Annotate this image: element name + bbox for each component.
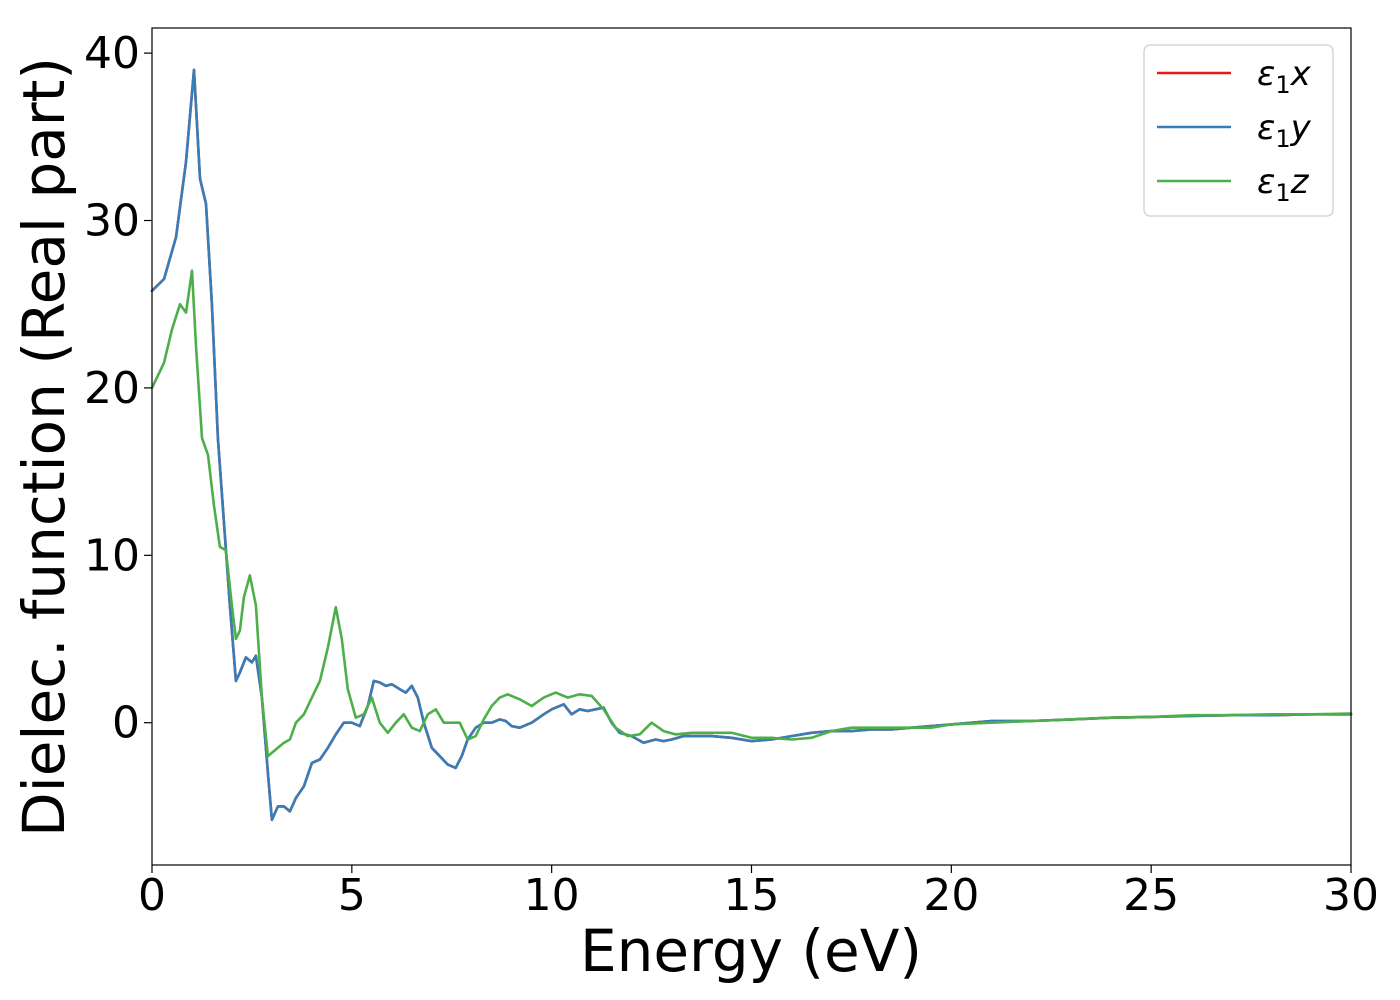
legend-label: ε1z xyxy=(1257,162,1310,207)
x-tick-label: 20 xyxy=(923,870,979,921)
x-tick-label: 15 xyxy=(724,870,780,921)
legend-label: ε1y xyxy=(1257,108,1312,153)
series-line-3 xyxy=(150,269,1353,758)
series-layer xyxy=(150,68,1353,822)
x-tick-label: 25 xyxy=(1123,870,1179,921)
y-axis-label: Dielec. function (Real part) xyxy=(10,57,78,837)
x-tick-label: 0 xyxy=(138,870,166,921)
y-tick-label: 30 xyxy=(84,196,140,247)
y-tick-label: 0 xyxy=(112,698,140,749)
legend: ε1x ε1y ε1z xyxy=(1143,44,1334,217)
y-tick-label: 10 xyxy=(84,530,140,581)
legend-label: ε1x xyxy=(1257,54,1312,99)
x-tick-label: 30 xyxy=(1323,870,1379,921)
y-tick-label: 40 xyxy=(84,28,140,79)
y-tick-label: 20 xyxy=(84,363,140,414)
x-tick-label: 10 xyxy=(524,870,580,921)
x-axis-ticks: 0 5 10 15 20 25 30 xyxy=(138,865,1379,921)
x-axis-label: Energy (eV) xyxy=(580,917,922,985)
x-tick-label: 5 xyxy=(338,870,366,921)
legend-frame xyxy=(1143,44,1334,217)
y-axis-ticks: 0 10 20 30 40 xyxy=(84,28,152,749)
legend-items: ε1x ε1y ε1z xyxy=(1157,54,1312,207)
